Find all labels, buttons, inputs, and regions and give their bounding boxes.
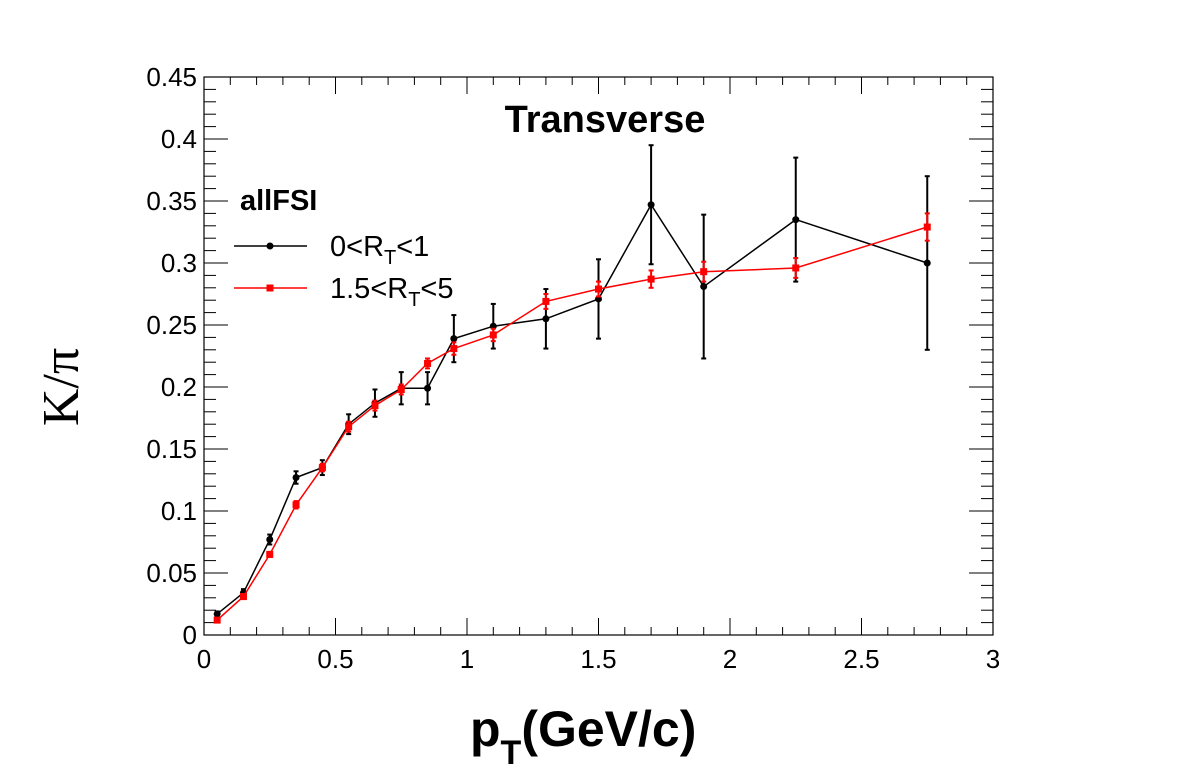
legend-label-series-1-b: <1 <box>396 231 429 263</box>
x-tick-label: 1.5 <box>580 644 616 674</box>
chart-title: Transverse <box>505 99 706 141</box>
data-point <box>792 216 800 224</box>
x-tick-label: 2 <box>723 644 737 674</box>
legend-label-series-2-b: <5 <box>420 273 453 305</box>
data-point <box>923 223 931 231</box>
tick-labels: 0 0.5 1 1.5 2 2.5 3 0 0.05 0.1 0.15 0.2 0.25 0.3 0.35 0… <box>146 62 1000 674</box>
data-point <box>595 285 602 293</box>
data-point <box>239 593 247 601</box>
data-point <box>792 264 800 272</box>
y-tick-label: 0.1 <box>161 496 197 526</box>
legend-label-series-1: 0<RT<1 <box>330 231 429 269</box>
y-tick-label: 0.15 <box>146 434 197 464</box>
data-point <box>450 335 458 343</box>
data-point <box>266 536 274 544</box>
data-point <box>266 550 274 558</box>
data-point <box>213 616 221 624</box>
data-point <box>542 297 550 305</box>
data-point <box>424 359 432 367</box>
axis-ticks <box>203 76 994 636</box>
legend-label-series-2: 1.5<RT<5 <box>330 273 454 311</box>
y-axis-label: K/π <box>33 348 90 426</box>
legend-label-series-2-a: 1.5<R <box>330 273 408 305</box>
data-point <box>700 268 708 276</box>
legend-entry-series-1: 0<RT<1 <box>234 231 429 269</box>
data-point <box>397 385 405 393</box>
data-point <box>542 315 550 323</box>
x-axis-label-main: p <box>470 701 501 757</box>
data-point <box>424 384 432 392</box>
y-tick-label: 0.2 <box>161 372 197 402</box>
legend-title: allFSI <box>240 185 317 217</box>
x-tick-label: 0.5 <box>317 644 353 674</box>
data-point <box>647 275 655 283</box>
y-tick-label: 0.35 <box>146 186 197 216</box>
x-tick-label: 3 <box>986 644 1000 674</box>
x-axis-label-sub: T <box>501 734 522 772</box>
data-point <box>318 464 326 472</box>
legend-entry-series-2: 1.5<RT<5 <box>234 273 454 311</box>
y-tick-label: 0.45 <box>146 62 197 92</box>
y-tick-label: 0.25 <box>146 310 197 340</box>
data-point <box>923 259 931 267</box>
data-point <box>213 610 221 618</box>
data-point <box>450 345 458 353</box>
legend: allFSI 0<RT<1 1.5<RT<5 <box>234 185 454 311</box>
plot-frame <box>203 76 994 636</box>
data-point <box>292 474 300 482</box>
series-layer <box>213 144 931 624</box>
y-tick-label: 0 <box>183 620 197 650</box>
data-point <box>371 402 379 410</box>
series-2 <box>213 212 931 624</box>
data-point <box>700 283 708 291</box>
legend-marker-series-2 <box>266 284 274 292</box>
x-tick-label: 2.5 <box>843 644 879 674</box>
y-tick-label: 0.05 <box>146 558 197 588</box>
data-point <box>647 201 655 209</box>
data-point <box>345 423 353 431</box>
data-point <box>292 501 300 509</box>
x-tick-label: 1 <box>460 644 474 674</box>
x-axis-label-rest: (GeV/c) <box>521 701 696 757</box>
data-point <box>489 331 497 339</box>
legend-label-series-1-a: 0<R <box>330 231 384 263</box>
x-axis-label: pT(GeV/c) <box>470 701 696 772</box>
x-tick-label: 0 <box>197 644 211 674</box>
y-tick-label: 0.4 <box>161 124 197 154</box>
legend-marker-series-1 <box>266 242 274 250</box>
y-tick-label: 0.3 <box>161 248 197 278</box>
legend-label-series-1-sub: T <box>384 247 396 269</box>
legend-label-series-2-sub: T <box>408 289 420 311</box>
